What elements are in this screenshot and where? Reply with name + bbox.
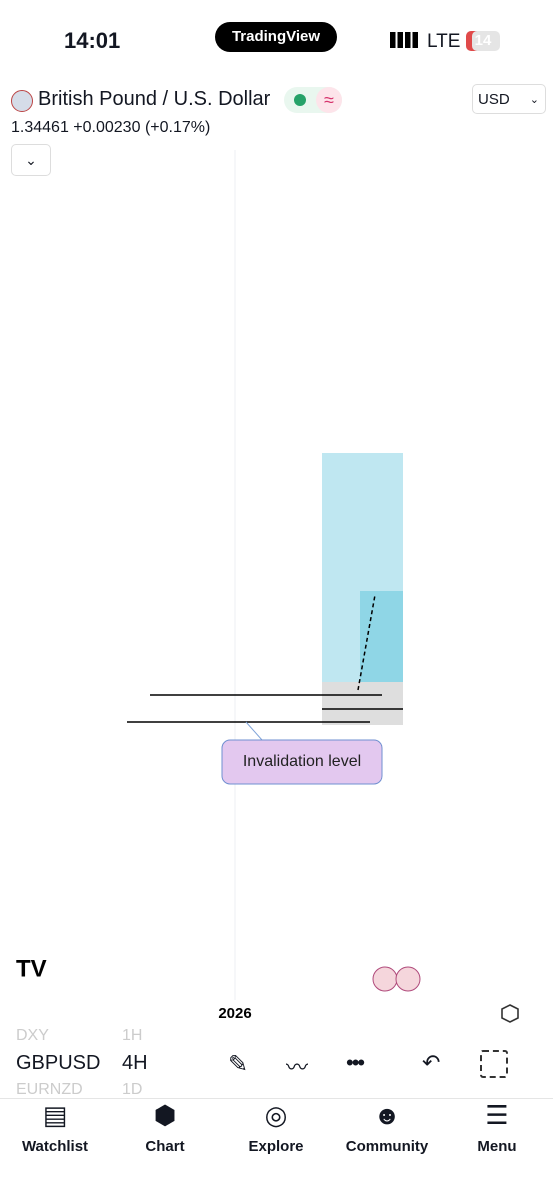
chart-icon: ⬢ xyxy=(153,1100,177,1130)
symbol-selected[interactable]: GBPUSD xyxy=(16,1052,101,1074)
projection-line xyxy=(357,594,376,691)
undo-tool[interactable]: ↶ xyxy=(422,1050,441,1075)
change: +0.00230 xyxy=(73,119,141,136)
tab-label: Watchlist xyxy=(21,1138,89,1155)
watchlist-icon: ▤ xyxy=(42,1100,68,1130)
callout-box xyxy=(221,739,383,785)
tab-label: Community xyxy=(345,1138,429,1155)
flag-icon xyxy=(395,966,421,992)
app-pill: TradingView xyxy=(215,22,337,52)
app-name: TradingView xyxy=(231,28,321,45)
interval-option[interactable]: 1H xyxy=(122,1027,143,1044)
symbol-option[interactable]: EURNZD xyxy=(16,1081,83,1098)
tab[interactable]: ☻ Community xyxy=(332,1100,442,1155)
network: LTE xyxy=(427,31,461,52)
tab[interactable]: ◎ Explore xyxy=(221,1100,331,1155)
price-line: 1.34461 +0.00230 (+0.17%) xyxy=(11,119,210,137)
tab-label: Explore xyxy=(248,1138,304,1155)
currency-select[interactable]: USD ⌄ xyxy=(472,84,546,114)
tab-label: Chart xyxy=(145,1138,185,1155)
status-pill[interactable]: ≈ xyxy=(284,87,342,113)
interval-selected[interactable]: 4H xyxy=(122,1052,148,1074)
callout-pointer xyxy=(245,721,263,741)
currency: USD xyxy=(478,91,510,108)
market-open-dot xyxy=(294,94,306,106)
signal-icon xyxy=(390,32,418,48)
more-tool[interactable]: ••• xyxy=(346,1050,365,1075)
battery: 14 xyxy=(466,31,500,51)
price: 1.34461 xyxy=(11,119,69,136)
tv-logo: TV xyxy=(16,955,47,982)
expand-button[interactable]: ⌄ xyxy=(11,144,51,176)
explore-icon: ◎ xyxy=(264,1100,288,1130)
flag-icon xyxy=(11,90,33,112)
annotation: Invalidation level xyxy=(243,753,361,770)
symbol-name[interactable]: British Pound / U.S. Dollar xyxy=(38,88,271,110)
x-tick-label: 2026 xyxy=(218,1005,251,1022)
symbol-option[interactable]: DXY xyxy=(16,1027,49,1044)
indicator-tool[interactable]: 〰 xyxy=(286,1055,309,1080)
fullscreen-tool[interactable] xyxy=(480,1050,508,1078)
settings-icon[interactable] xyxy=(501,1004,519,1023)
menu-icon: ☰ xyxy=(485,1100,509,1130)
interval-option[interactable]: 1D xyxy=(122,1081,143,1098)
flag-icon xyxy=(372,966,398,992)
community-icon: ☻ xyxy=(373,1100,401,1130)
stop-zone xyxy=(322,682,403,725)
tab[interactable]: ▤ Watchlist xyxy=(0,1100,110,1155)
tab[interactable]: ⬢ Chart xyxy=(110,1100,220,1155)
tab[interactable]: ☰ Menu xyxy=(442,1100,552,1155)
delay-icon: ≈ xyxy=(316,87,342,113)
change-percent: (+0.17%) xyxy=(144,119,211,136)
divider xyxy=(0,1098,553,1099)
tab-label: Menu xyxy=(477,1138,517,1155)
time: 14:01 xyxy=(64,28,121,53)
profit-zone xyxy=(360,591,403,682)
draw-tool[interactable]: ✎ xyxy=(228,1051,249,1078)
